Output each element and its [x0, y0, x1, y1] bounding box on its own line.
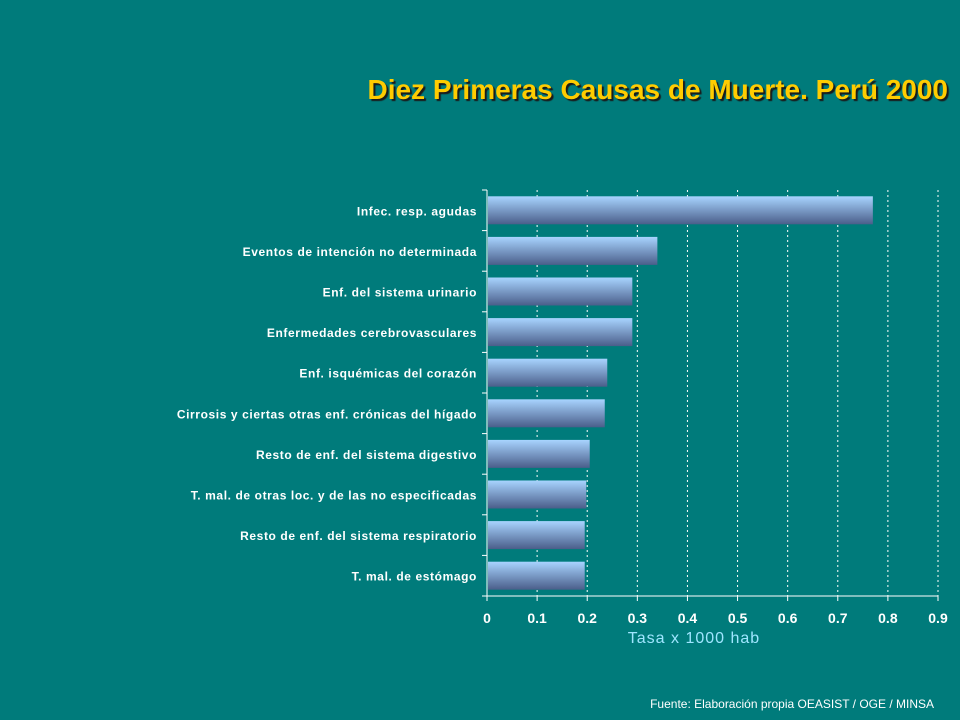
- x-tick-label: 0.6: [778, 610, 798, 626]
- category-label: T. mal. de otras loc. y de las no especi…: [191, 489, 477, 503]
- category-label: Eventos de intención no determinada: [243, 245, 477, 259]
- slide-title: Diez Primeras Causas de Muerte. Perú 200…: [367, 74, 948, 105]
- category-label: T. mal. de estómago: [352, 570, 477, 584]
- bar: [488, 439, 590, 468]
- bar: [488, 277, 633, 306]
- x-tick-label: 0.4: [678, 610, 698, 626]
- x-tick-label: 0.5: [728, 610, 748, 626]
- x-tick-label: 0.3: [628, 610, 648, 626]
- bar: [488, 561, 585, 590]
- category-label: Enf. del sistema urinario: [323, 286, 477, 300]
- x-tick-label: 0.2: [577, 610, 597, 626]
- category-label: Resto de enf. del sistema respiratorio: [240, 529, 477, 543]
- source-note: Fuente: Elaboración propia OEASIST / OGE…: [650, 697, 934, 711]
- category-label: Cirrosis y ciertas otras enf. crónicas d…: [177, 407, 477, 421]
- bar: [488, 480, 587, 509]
- x-tick-label: 0.8: [878, 610, 898, 626]
- x-axis-title: Tasa x 1000 hab: [628, 630, 760, 647]
- bar: [488, 318, 633, 347]
- x-tick-label: 0.7: [828, 610, 848, 626]
- x-tick-label: 0.1: [527, 610, 547, 626]
- category-label: Resto de enf. del sistema digestivo: [256, 448, 477, 462]
- bar: [488, 196, 873, 225]
- category-label: Enf. isquémicas del corazón: [299, 367, 477, 381]
- x-tick-label: 0: [483, 610, 491, 626]
- bar: [488, 521, 585, 550]
- category-label: Enfermedades cerebrovasculares: [267, 326, 477, 340]
- category-label: Infec. resp. agudas: [357, 204, 477, 218]
- x-tick-label: 0.9: [928, 610, 948, 626]
- bar: [488, 236, 658, 265]
- bar: [488, 358, 608, 387]
- bar: [488, 399, 605, 428]
